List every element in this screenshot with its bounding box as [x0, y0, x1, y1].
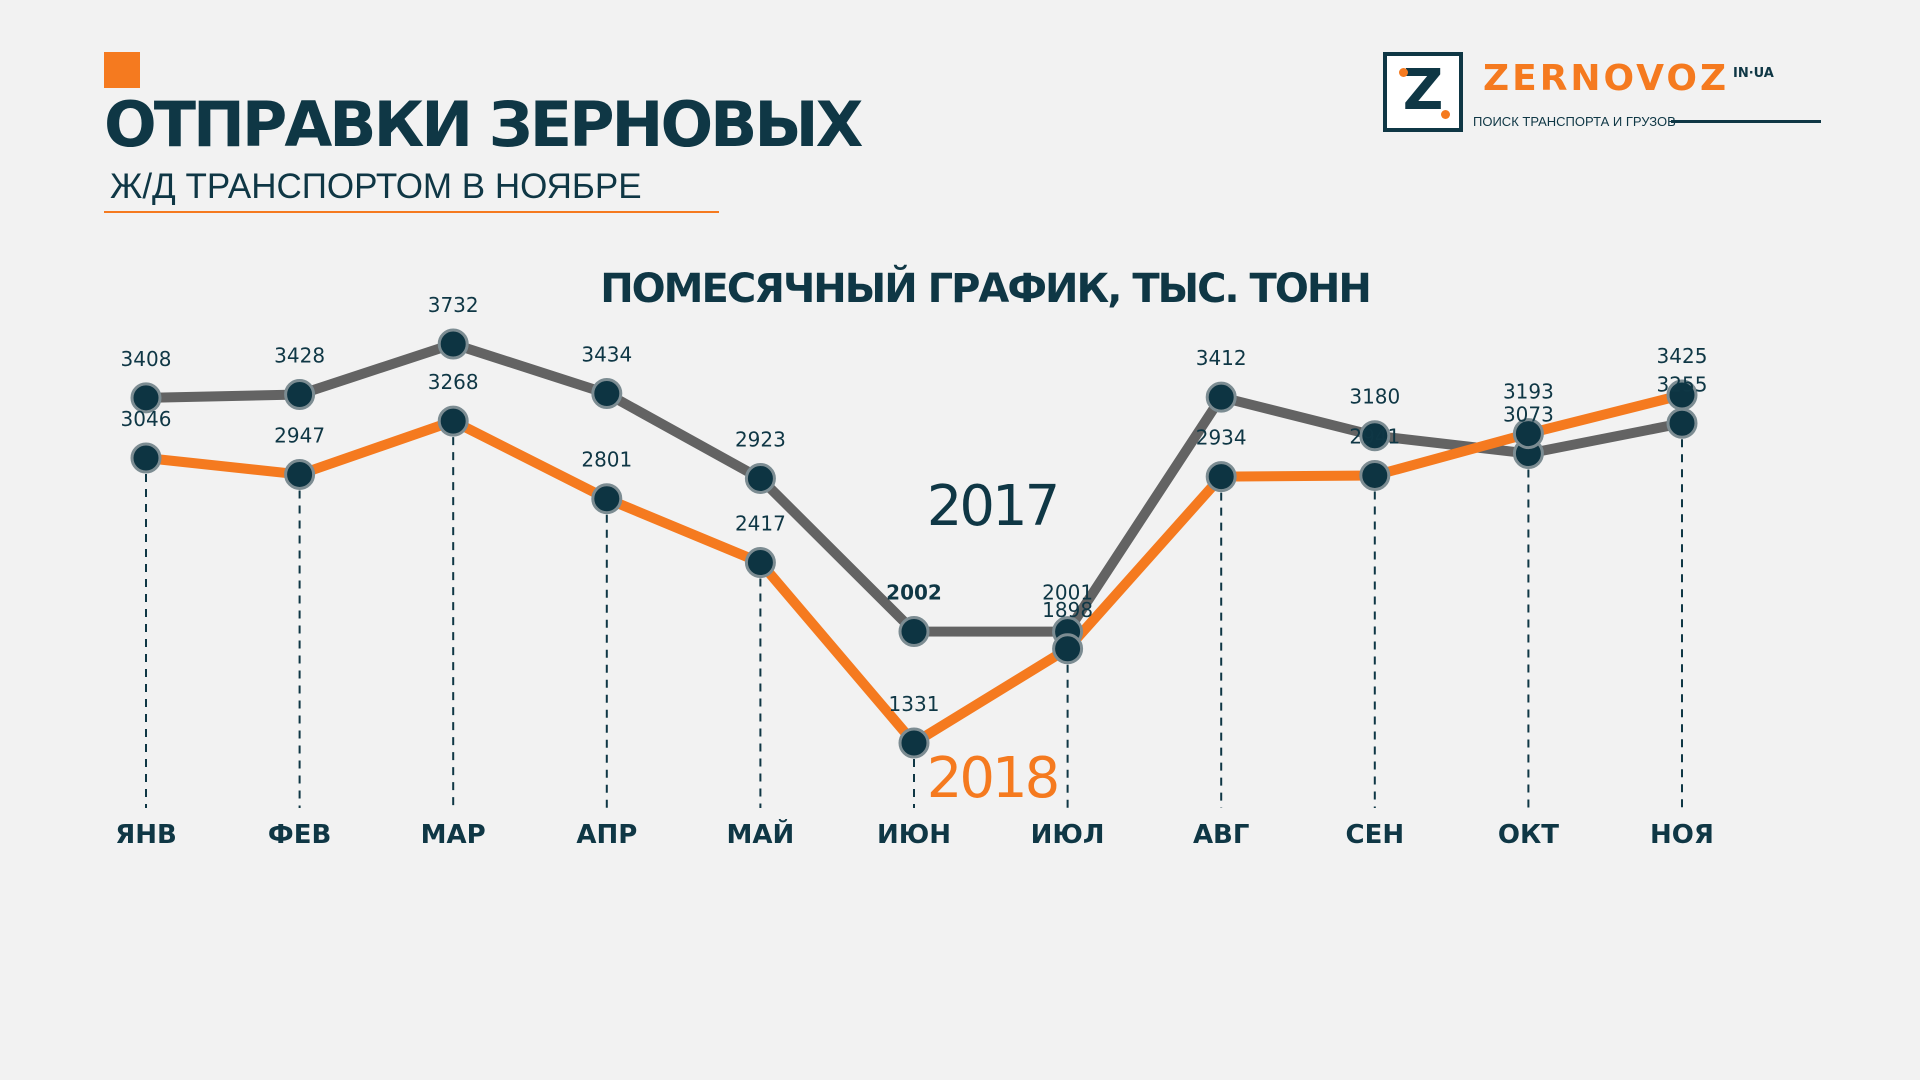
series-label-2018: 2018 [927, 746, 1058, 811]
x-tick-label-3: МАР [421, 820, 486, 850]
logo-dot-top [1399, 68, 1408, 77]
x-tick-label-9: СЕН [1345, 820, 1404, 850]
data-label-2018-ФЕВ: 2947 [274, 423, 325, 447]
x-tick-label-5: МАЙ [727, 818, 795, 850]
data-label-2017-МАЙ: 2923 [735, 427, 786, 451]
page-title: ОТПРАВКИ ЗЕРНОВЫХ [104, 88, 863, 161]
point-2017-ИЮН [898, 615, 930, 647]
data-label-2018-ОКТ: 3193 [1503, 380, 1554, 404]
logo-dot-bottom [1441, 110, 1450, 119]
point-2017-МАР [437, 328, 469, 360]
data-label-2018-МАЙ: 2417 [735, 512, 786, 536]
data-label-2017-ОКТ: 3073 [1503, 403, 1554, 427]
page-subtitle: Ж/Д ТРАНСПОРТОМ В НОЯБРЕ [110, 167, 642, 206]
data-label-2017-НОЯ: 3255 [1657, 372, 1708, 396]
point-2017-ФЕВ [284, 379, 316, 411]
point-2018-ИЮН [898, 727, 930, 759]
data-label-2018-СЕН: 2941 [1349, 424, 1400, 448]
accent-square [104, 52, 140, 88]
data-label-2018-ИЮЛ: 1898 [1042, 598, 1093, 622]
data-label-2018-АПР: 2801 [581, 448, 632, 472]
point-2018-ОКТ [1512, 418, 1544, 450]
data-label-2018-ИЮН: 1331 [889, 692, 940, 716]
point-2018-АПР [591, 483, 623, 515]
x-tick-label-2: ФЕВ [268, 820, 331, 850]
data-label-2018-МАР: 3268 [428, 370, 479, 394]
data-label-2017-АВГ: 3412 [1196, 346, 1247, 370]
chart-title: ПОМЕСЯЧНЫЙ ГРАФИК, ТЫС. ТОНН [600, 266, 1372, 312]
logo-tagline: ПОИСК ТРАНСПОРТА И ГРУЗОВ [1473, 114, 1676, 129]
x-tick-label-11: НОЯ [1650, 820, 1714, 850]
data-label-2017-АПР: 3434 [581, 343, 632, 367]
point-2018-НОЯ [1666, 379, 1698, 411]
data-label-2017-ИЮЛ: 2001 [1042, 581, 1093, 605]
point-2018-МАР [437, 405, 469, 437]
point-2017-СЕН [1359, 420, 1391, 452]
point-2017-МАЙ [744, 462, 776, 494]
point-2017-АПР [591, 378, 623, 410]
logo-icon: Z [1383, 52, 1463, 132]
data-label-2017-ФЕВ: 3428 [274, 344, 325, 368]
data-label-2018-АВГ: 2934 [1196, 426, 1247, 450]
data-label-2018-НОЯ: 3425 [1657, 344, 1708, 368]
series-label-2017: 2017 [927, 474, 1058, 539]
logo-letter: Z [1402, 58, 1444, 123]
point-2018-МАЙ [744, 547, 776, 579]
logo-suffix: IN·UA [1733, 66, 1774, 81]
data-label-2017-СЕН: 3180 [1349, 385, 1400, 409]
data-label-2017-ИЮН: 2002 [886, 580, 942, 604]
point-2018-СЕН [1359, 459, 1391, 491]
x-tick-label-1: ЯНВ [115, 820, 177, 850]
logo-name: ZERNOVOZ [1483, 58, 1730, 99]
title-underline [104, 211, 719, 213]
point-2017-НОЯ [1666, 407, 1698, 439]
x-tick-label-10: ОКТ [1498, 820, 1559, 850]
x-tick-label-4: АПР [576, 820, 637, 850]
point-2017-ЯНВ [130, 382, 162, 414]
data-label-2018-ЯНВ: 3046 [121, 407, 172, 431]
x-tick-label-7: ИЮЛ [1031, 820, 1105, 850]
point-2018-ЯНВ [130, 442, 162, 474]
data-label-2017-МАР: 3732 [428, 293, 479, 317]
point-2018-ФЕВ [284, 458, 316, 490]
point-2018-АВГ [1205, 461, 1237, 493]
zernovoz-logo[interactable]: Z ZERNOVOZ IN·UA ПОИСК ТРАНСПОРТА И ГРУЗ… [1383, 52, 1823, 142]
logo-line [1671, 120, 1821, 123]
x-tick-label-8: АВГ [1193, 820, 1250, 850]
x-tick-label-6: ИЮН [877, 820, 951, 850]
data-label-2017-ЯНВ: 3408 [121, 347, 172, 371]
point-2017-АВГ [1205, 381, 1237, 413]
point-2018-ИЮЛ [1052, 633, 1084, 665]
